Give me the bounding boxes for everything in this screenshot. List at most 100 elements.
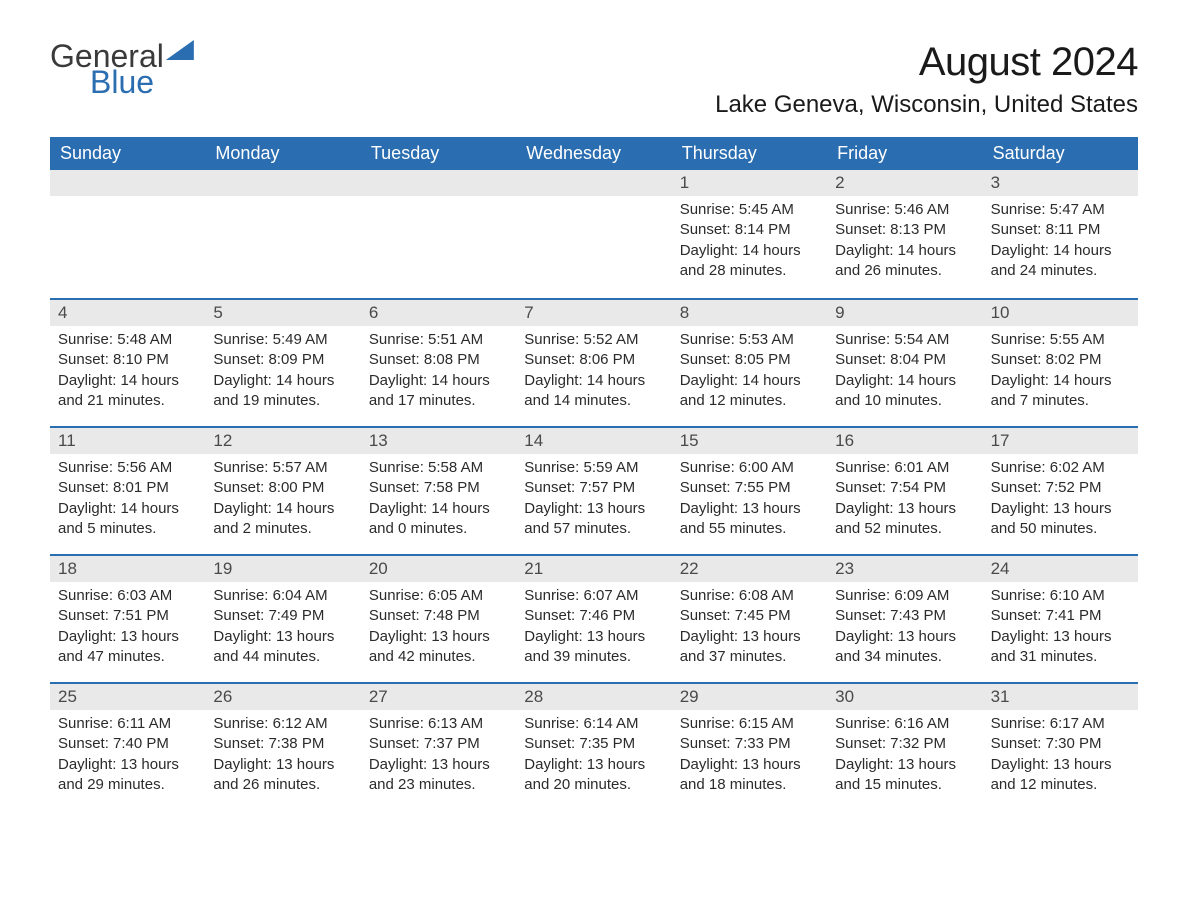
- calendar-cell: [50, 170, 205, 294]
- daylight-line: Daylight: 14 hours and 24 minutes.: [991, 241, 1130, 282]
- sunrise-line: Sunrise: 5:45 AM: [680, 200, 819, 220]
- sunset-line: Sunset: 7:40 PM: [58, 734, 197, 754]
- daylight-line: Daylight: 13 hours and 37 minutes.: [680, 627, 819, 668]
- sunrise-line: Sunrise: 6:14 AM: [524, 714, 663, 734]
- calendar-cell: 26Sunrise: 6:12 AMSunset: 7:38 PMDayligh…: [205, 684, 360, 806]
- cell-body: Sunrise: 6:16 AMSunset: 7:32 PMDaylight:…: [827, 710, 982, 805]
- sunset-line: Sunset: 7:57 PM: [524, 478, 663, 498]
- daylight-line: Daylight: 14 hours and 14 minutes.: [524, 371, 663, 412]
- daylight-line: Daylight: 13 hours and 44 minutes.: [213, 627, 352, 668]
- cell-body: Sunrise: 5:52 AMSunset: 8:06 PMDaylight:…: [516, 326, 671, 421]
- sunset-line: Sunset: 8:02 PM: [991, 350, 1130, 370]
- sunset-line: Sunset: 7:32 PM: [835, 734, 974, 754]
- weekday-header-cell: Monday: [205, 137, 360, 170]
- sunset-line: Sunset: 7:35 PM: [524, 734, 663, 754]
- cell-body: Sunrise: 6:15 AMSunset: 7:33 PMDaylight:…: [672, 710, 827, 805]
- sunset-line: Sunset: 7:51 PM: [58, 606, 197, 626]
- sunset-line: Sunset: 7:46 PM: [524, 606, 663, 626]
- daylight-line: Daylight: 13 hours and 23 minutes.: [369, 755, 508, 796]
- day-number: 28: [516, 684, 671, 710]
- title-block: August 2024 Lake Geneva, Wisconsin, Unit…: [715, 40, 1138, 119]
- daylight-line: Daylight: 14 hours and 28 minutes.: [680, 241, 819, 282]
- cell-body: Sunrise: 5:57 AMSunset: 8:00 PMDaylight:…: [205, 454, 360, 549]
- day-number: 16: [827, 428, 982, 454]
- sunset-line: Sunset: 7:55 PM: [680, 478, 819, 498]
- calendar-cell: [361, 170, 516, 294]
- sunrise-line: Sunrise: 5:47 AM: [991, 200, 1130, 220]
- calendar-cell: 27Sunrise: 6:13 AMSunset: 7:37 PMDayligh…: [361, 684, 516, 806]
- calendar-cell: 16Sunrise: 6:01 AMSunset: 7:54 PMDayligh…: [827, 428, 982, 550]
- daylight-line: Daylight: 14 hours and 5 minutes.: [58, 499, 197, 540]
- calendar-cell: 4Sunrise: 5:48 AMSunset: 8:10 PMDaylight…: [50, 300, 205, 422]
- cell-body: Sunrise: 6:02 AMSunset: 7:52 PMDaylight:…: [983, 454, 1138, 549]
- calendar-week: 18Sunrise: 6:03 AMSunset: 7:51 PMDayligh…: [50, 554, 1138, 678]
- sunset-line: Sunset: 8:05 PM: [680, 350, 819, 370]
- cell-body: Sunrise: 5:51 AMSunset: 8:08 PMDaylight:…: [361, 326, 516, 421]
- sunrise-line: Sunrise: 6:02 AM: [991, 458, 1130, 478]
- daylight-line: Daylight: 14 hours and 19 minutes.: [213, 371, 352, 412]
- cell-body: Sunrise: 6:04 AMSunset: 7:49 PMDaylight:…: [205, 582, 360, 677]
- daylight-line: Daylight: 13 hours and 42 minutes.: [369, 627, 508, 668]
- sunrise-line: Sunrise: 5:58 AM: [369, 458, 508, 478]
- cell-body: Sunrise: 5:58 AMSunset: 7:58 PMDaylight:…: [361, 454, 516, 549]
- day-number: 26: [205, 684, 360, 710]
- day-number: 31: [983, 684, 1138, 710]
- daylight-line: Daylight: 14 hours and 0 minutes.: [369, 499, 508, 540]
- sunset-line: Sunset: 7:49 PM: [213, 606, 352, 626]
- day-number-empty: [205, 170, 360, 196]
- calendar-cell: 3Sunrise: 5:47 AMSunset: 8:11 PMDaylight…: [983, 170, 1138, 294]
- sunset-line: Sunset: 7:37 PM: [369, 734, 508, 754]
- day-number: 5: [205, 300, 360, 326]
- sunrise-line: Sunrise: 6:09 AM: [835, 586, 974, 606]
- sunrise-line: Sunrise: 6:05 AM: [369, 586, 508, 606]
- sunrise-line: Sunrise: 6:07 AM: [524, 586, 663, 606]
- weekday-header-cell: Thursday: [672, 137, 827, 170]
- calendar-cell: 6Sunrise: 5:51 AMSunset: 8:08 PMDaylight…: [361, 300, 516, 422]
- calendar-cell: 31Sunrise: 6:17 AMSunset: 7:30 PMDayligh…: [983, 684, 1138, 806]
- sunset-line: Sunset: 7:43 PM: [835, 606, 974, 626]
- sunset-line: Sunset: 7:33 PM: [680, 734, 819, 754]
- day-number: 4: [50, 300, 205, 326]
- sunset-line: Sunset: 8:00 PM: [213, 478, 352, 498]
- sunrise-line: Sunrise: 6:08 AM: [680, 586, 819, 606]
- daylight-line: Daylight: 13 hours and 55 minutes.: [680, 499, 819, 540]
- month-title: August 2024: [715, 40, 1138, 85]
- sunrise-line: Sunrise: 6:11 AM: [58, 714, 197, 734]
- sunrise-line: Sunrise: 6:16 AM: [835, 714, 974, 734]
- cell-body: Sunrise: 5:59 AMSunset: 7:57 PMDaylight:…: [516, 454, 671, 549]
- cell-body: Sunrise: 6:03 AMSunset: 7:51 PMDaylight:…: [50, 582, 205, 677]
- day-number: 3: [983, 170, 1138, 196]
- day-number: 27: [361, 684, 516, 710]
- calendar-cell: 29Sunrise: 6:15 AMSunset: 7:33 PMDayligh…: [672, 684, 827, 806]
- cell-body: Sunrise: 5:45 AMSunset: 8:14 PMDaylight:…: [672, 196, 827, 291]
- calendar-cell: 30Sunrise: 6:16 AMSunset: 7:32 PMDayligh…: [827, 684, 982, 806]
- location-subtitle: Lake Geneva, Wisconsin, United States: [715, 91, 1138, 119]
- daylight-line: Daylight: 14 hours and 26 minutes.: [835, 241, 974, 282]
- cell-body: Sunrise: 6:10 AMSunset: 7:41 PMDaylight:…: [983, 582, 1138, 677]
- day-number: 17: [983, 428, 1138, 454]
- daylight-line: Daylight: 13 hours and 47 minutes.: [58, 627, 197, 668]
- sunrise-line: Sunrise: 5:53 AM: [680, 330, 819, 350]
- day-number: 2: [827, 170, 982, 196]
- day-number: 20: [361, 556, 516, 582]
- sunrise-line: Sunrise: 6:17 AM: [991, 714, 1130, 734]
- day-number: 6: [361, 300, 516, 326]
- day-number: 8: [672, 300, 827, 326]
- sunrise-line: Sunrise: 5:51 AM: [369, 330, 508, 350]
- sunset-line: Sunset: 7:45 PM: [680, 606, 819, 626]
- day-number: 10: [983, 300, 1138, 326]
- sunset-line: Sunset: 8:09 PM: [213, 350, 352, 370]
- daylight-line: Daylight: 14 hours and 17 minutes.: [369, 371, 508, 412]
- daylight-line: Daylight: 13 hours and 52 minutes.: [835, 499, 974, 540]
- weekday-header-row: SundayMondayTuesdayWednesdayThursdayFrid…: [50, 137, 1138, 170]
- sunset-line: Sunset: 8:01 PM: [58, 478, 197, 498]
- sunset-line: Sunset: 7:52 PM: [991, 478, 1130, 498]
- day-number: 29: [672, 684, 827, 710]
- calendar-cell: [205, 170, 360, 294]
- sunrise-line: Sunrise: 6:03 AM: [58, 586, 197, 606]
- calendar-cell: 28Sunrise: 6:14 AMSunset: 7:35 PMDayligh…: [516, 684, 671, 806]
- cell-body: Sunrise: 5:46 AMSunset: 8:13 PMDaylight:…: [827, 196, 982, 291]
- calendar-cell: 10Sunrise: 5:55 AMSunset: 8:02 PMDayligh…: [983, 300, 1138, 422]
- sunrise-line: Sunrise: 5:57 AM: [213, 458, 352, 478]
- cell-body: Sunrise: 6:12 AMSunset: 7:38 PMDaylight:…: [205, 710, 360, 805]
